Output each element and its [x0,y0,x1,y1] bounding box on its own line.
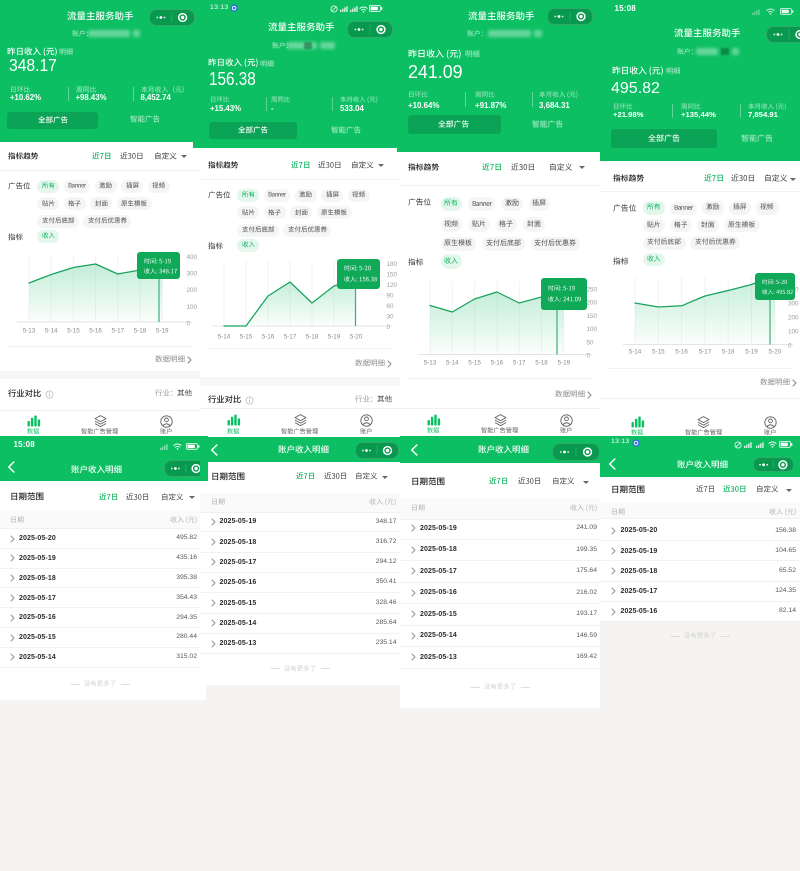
svg-text:120: 120 [387,282,398,289]
svg-text:5-13: 5-13 [424,360,437,367]
svg-text:5-18: 5-18 [134,328,147,335]
svg-text:100: 100 [587,326,598,333]
svg-text:5-13: 5-13 [23,328,36,335]
svg-text:5-14: 5-14 [218,333,231,340]
svg-text:5-19: 5-19 [745,349,758,356]
svg-text:180: 180 [387,261,398,268]
svg-text:5-20: 5-20 [768,349,781,356]
svg-text:5-14: 5-14 [45,328,58,335]
svg-text:5-18: 5-18 [306,333,319,340]
svg-text:60: 60 [387,303,395,310]
svg-text:5-15: 5-15 [67,328,80,335]
svg-text:200: 200 [788,315,799,322]
svg-text:5-17: 5-17 [284,333,297,340]
svg-text:400: 400 [187,254,198,261]
svg-text:5-17: 5-17 [111,328,124,335]
svg-text:5-19: 5-19 [328,333,341,340]
svg-text:5-16: 5-16 [262,333,275,340]
svg-text:5-14: 5-14 [446,360,459,367]
svg-text:5-19: 5-19 [156,328,169,335]
svg-text:100: 100 [187,304,198,311]
svg-text:250: 250 [587,287,598,294]
svg-text:5-15: 5-15 [652,349,665,356]
svg-text:5-15: 5-15 [240,333,253,340]
svg-text:0: 0 [788,343,792,350]
svg-text:5-15: 5-15 [468,360,481,367]
svg-text:200: 200 [187,287,198,294]
svg-text:5-16: 5-16 [491,360,504,367]
svg-text:5-14: 5-14 [629,349,642,356]
svg-text:200: 200 [587,300,598,307]
svg-text:5-18: 5-18 [722,349,735,356]
svg-text:5-17: 5-17 [699,349,712,356]
svg-text:100: 100 [788,329,799,336]
svg-text:0: 0 [587,353,591,360]
svg-text:5-16: 5-16 [89,328,102,335]
svg-text:5-20: 5-20 [350,333,363,340]
svg-text:300: 300 [187,271,198,278]
svg-text:150: 150 [587,313,598,320]
svg-text:5-16: 5-16 [675,349,688,356]
svg-text:0: 0 [387,324,391,331]
svg-text:50: 50 [587,339,595,346]
svg-text:30: 30 [387,314,395,321]
svg-text:0: 0 [187,320,191,327]
svg-text:150: 150 [387,272,398,279]
svg-text:90: 90 [387,293,395,300]
svg-text:5-19: 5-19 [557,360,570,367]
svg-text:5-18: 5-18 [535,360,548,367]
svg-text:300: 300 [788,301,799,308]
svg-text:5-17: 5-17 [513,360,526,367]
